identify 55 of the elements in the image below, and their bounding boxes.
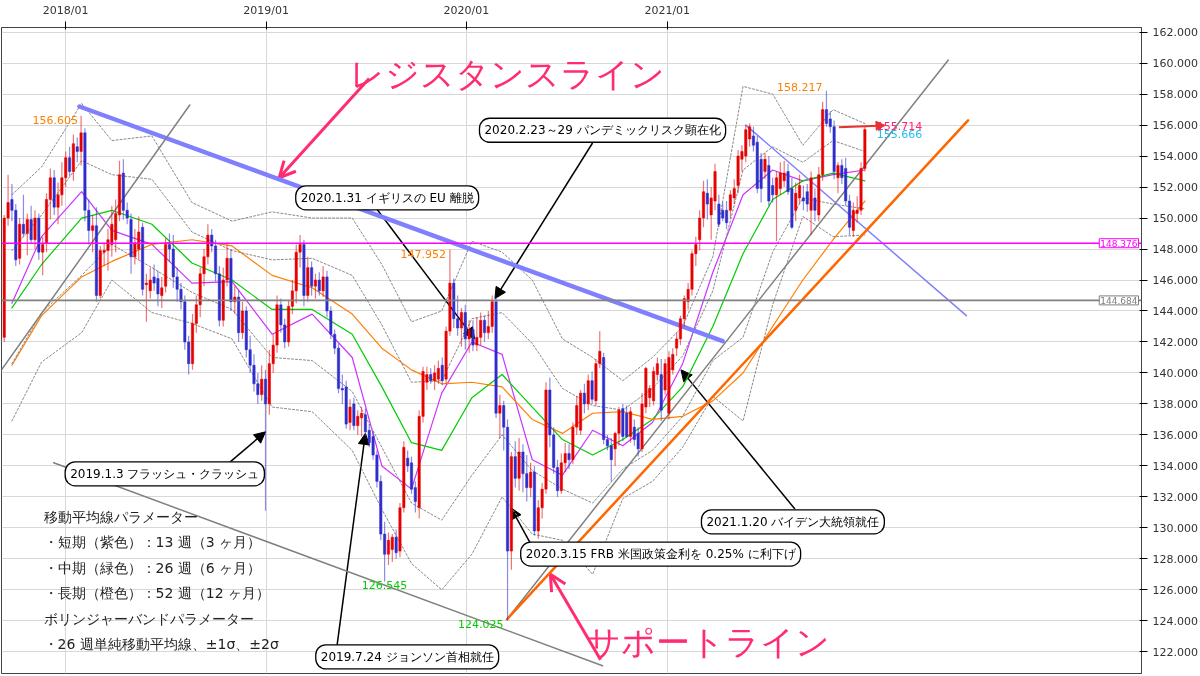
candlestick [387, 531, 390, 566]
ref-line-label: 144.684 [1100, 295, 1138, 306]
annotation: 移動平均線パラメーター [43, 508, 198, 525]
y-tick-label: 130.000 [1152, 521, 1198, 535]
y-tick-label: 144.000 [1152, 305, 1198, 318]
annotation: ・中期（緑色）：26 週（6 ヶ月） [43, 559, 262, 576]
annotation: ・26 週単純移動平均線、±1σ、±2σ [43, 636, 279, 653]
candlestick [314, 273, 317, 300]
candlestick [460, 307, 463, 348]
y-tick-label: 132.000 [1152, 490, 1198, 504]
ref-line-label: 148.376 [1100, 238, 1138, 249]
annotation: 2020.1.31 イギリスの EU 離脱 [300, 190, 474, 205]
x-tick-label: 2018/01 [42, 3, 89, 17]
y-tick-label: 154.000 [1152, 150, 1198, 164]
annotation: ボリンジャーバンドパラメーター [43, 610, 254, 627]
candlestick [68, 146, 71, 177]
annotation: 2019.7.24 ジョンソン首相就任 [320, 649, 494, 664]
candlestick [241, 301, 244, 340]
x-tick-label: 2020/01 [443, 3, 490, 17]
y-tick-label: 124.000 [1152, 614, 1198, 628]
y-tick-label: 140.000 [1152, 366, 1198, 380]
y-tick-label: 150.000 [1152, 212, 1198, 226]
annotation: 126.545 [361, 579, 408, 593]
annotation: 158.217 [776, 80, 823, 94]
candlestick [483, 315, 486, 343]
annotation: 2020.2.23～29 パンデミックリスク顕在化 [484, 123, 721, 138]
candlestick [825, 90, 828, 128]
y-tick-label: 134.000 [1152, 459, 1198, 473]
annotation: 124.025 [458, 618, 504, 632]
x-tick-label: 2019/01 [243, 3, 289, 17]
y-tick-label: 156.000 [1152, 119, 1198, 133]
candlestick [433, 364, 436, 391]
annotation: 2021.1.20 バイデン大統領就任 [706, 514, 880, 529]
y-tick-label: 148.000 [1152, 243, 1198, 257]
y-tick-label: 160.000 [1152, 57, 1198, 71]
y-tick-label: 136.000 [1152, 428, 1198, 442]
candlestick [360, 406, 363, 438]
annotation: 156.605 [32, 113, 79, 127]
y-tick-label: 126.000 [1152, 583, 1198, 597]
candlestick [22, 194, 25, 238]
y-tick-label: 152.000 [1152, 181, 1198, 195]
y-tick-label: 122.000 [1152, 645, 1198, 659]
annotation: 2020.3.15 FRB 米国政策金利を 0.25% に利下げ [525, 547, 797, 562]
y-tick-label: 158.000 [1152, 88, 1198, 102]
y-tick-label: 142.000 [1152, 335, 1198, 349]
candlestick [725, 200, 728, 230]
annotation: ・長期（橙色）：52 週（12 ヶ月） [43, 585, 271, 602]
y-tick-label: 162.000 [1152, 26, 1198, 40]
candlestick [775, 170, 778, 242]
annotation: ・短期（紫色）：13 週（3 ヶ月） [43, 534, 262, 551]
x-tick-label: 2021/01 [644, 3, 691, 17]
y-tick-label: 138.000 [1152, 397, 1198, 411]
annotation: 2019.1.3 フラッシュ・クラッシュ [70, 466, 260, 481]
y-tick-label: 146.000 [1152, 274, 1198, 288]
y-tick-label: 128.000 [1152, 552, 1198, 566]
